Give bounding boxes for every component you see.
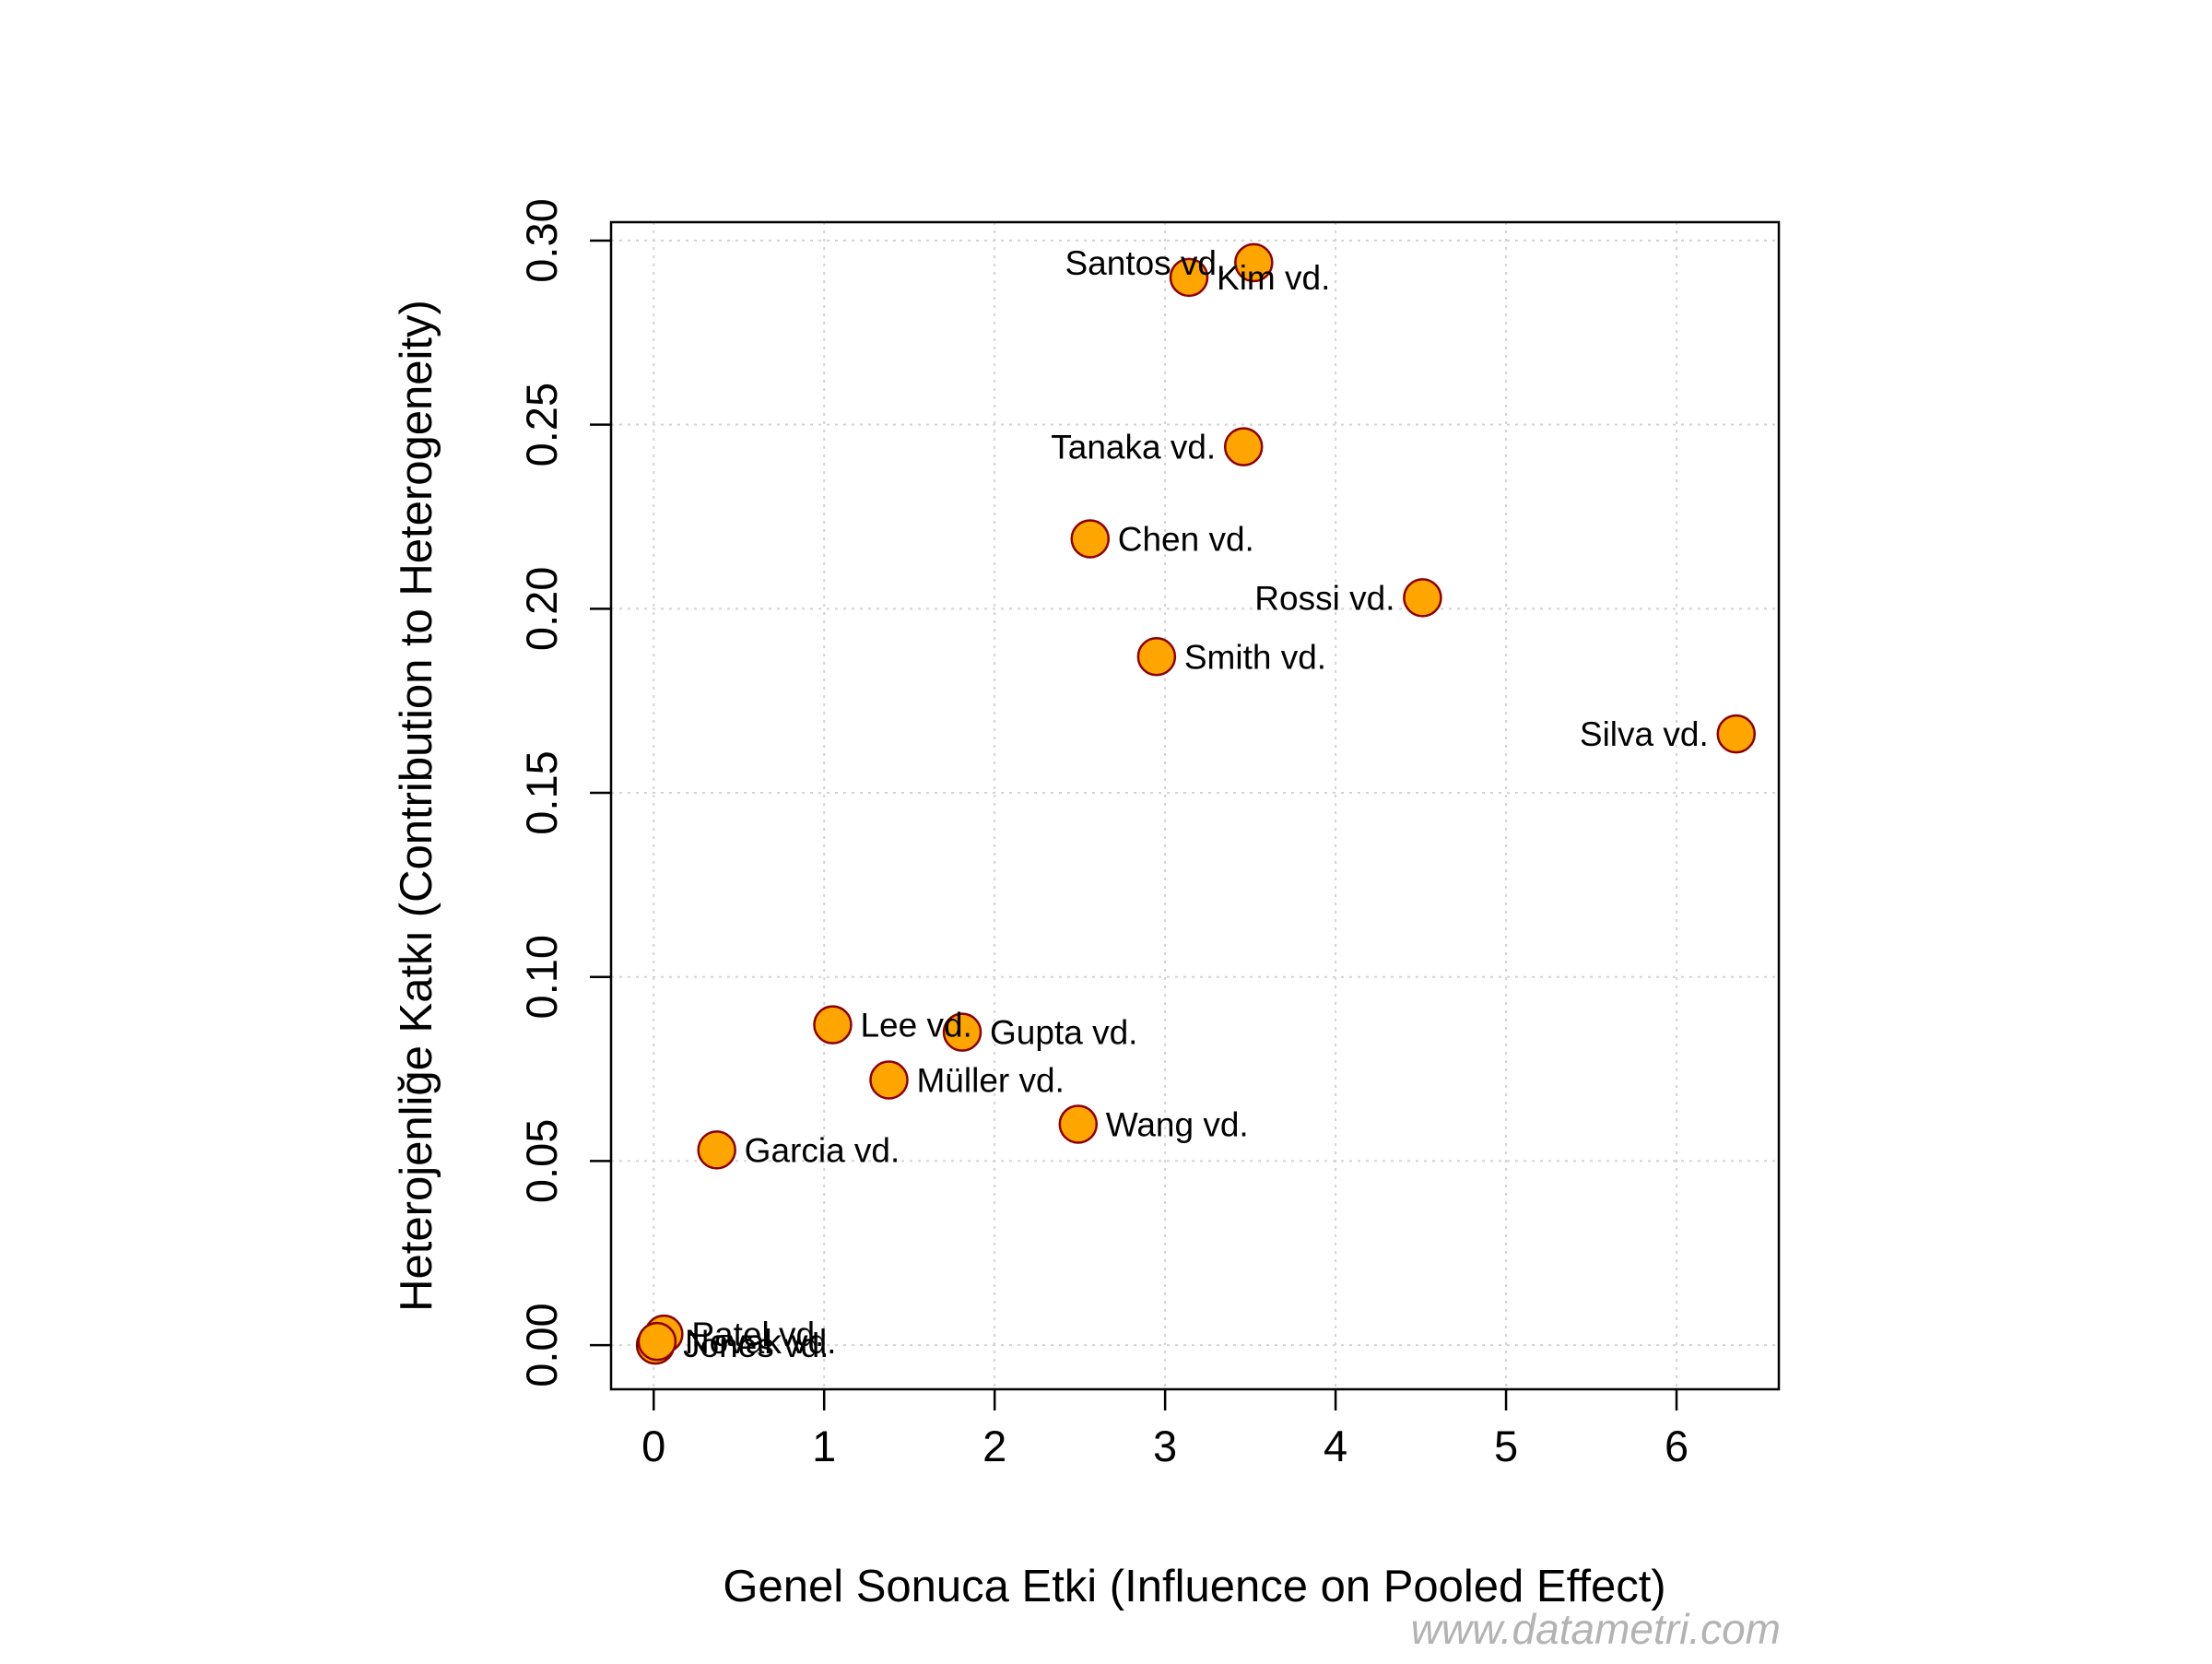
point-label: Rossi vd.: [1254, 579, 1394, 617]
data-point: [869, 1060, 909, 1100]
data-point: [697, 1130, 736, 1170]
data-point: [637, 1321, 677, 1362]
data-point: [1169, 257, 1209, 298]
point-labels: Santos vd.Kim vd. Tanaka vd. Chen vd.Rossi…: [683, 244, 1709, 1364]
plot-frame: [609, 220, 1781, 1391]
point-label: Lee vd.: [860, 1007, 971, 1044]
x-tick-label: 4: [1324, 1422, 1347, 1470]
x-tick-label: 3: [1153, 1422, 1177, 1470]
x-axis-title: Genel Sonuca Etki (Influence on Pooled E…: [723, 1562, 1665, 1611]
data-point: [1716, 714, 1757, 754]
point-label: Wang vd.: [1106, 1105, 1249, 1143]
y-tick-label: 0.10: [517, 935, 566, 1019]
point-label: Garcia vd.: [745, 1131, 900, 1169]
point-label: Gupta vd.: [990, 1014, 1137, 1052]
point-label: Müller vd.: [916, 1062, 1064, 1100]
y-tick-label: 0.00: [517, 1303, 566, 1387]
x-tick-label: 6: [1665, 1422, 1688, 1470]
point-label: Patel vd.: [691, 1316, 824, 1353]
point-label: Silva vd.: [1580, 715, 1709, 753]
grid-lines: [611, 222, 1779, 1389]
data-point: [1234, 242, 1274, 283]
data-point: [1058, 1104, 1099, 1144]
y-tick-label: 0.05: [517, 1119, 566, 1203]
point-label: Novak vd.: [685, 1323, 837, 1361]
point-label: Jones vd.: [683, 1327, 829, 1364]
y-tick-label: 0.30: [517, 198, 566, 282]
x-tick-label: 5: [1494, 1422, 1518, 1470]
data-point: [1136, 637, 1177, 677]
data-point: [1403, 578, 1442, 618]
y-tick-label: 0.20: [517, 567, 566, 651]
data-point: [813, 1005, 853, 1044]
y-axis-title: Heterojenliğe Katkı (Contribution to Het…: [392, 300, 441, 1312]
data-point: [1070, 519, 1110, 559]
y-tick-label: 0.15: [517, 750, 566, 834]
data-point: [1223, 427, 1264, 466]
x-tick-label: 1: [812, 1422, 836, 1470]
data-points: [635, 242, 1757, 1365]
point-label: Kim vd.: [1217, 259, 1330, 297]
point-label: Chen vd.: [1118, 520, 1254, 558]
point-label: Smith vd.: [1184, 638, 1326, 676]
axis-ticks: 0 1 2 3 4 5 6 0.00 0.05 0.10 0.15 0.20 0.25 0.30: [517, 198, 1688, 1470]
x-tick-label: 0: [641, 1422, 665, 1470]
point-label: Tanaka vd.: [1051, 429, 1216, 466]
point-label: Santos vd.: [1065, 244, 1226, 282]
x-tick-label: 2: [982, 1422, 1006, 1470]
data-point: [942, 1012, 982, 1052]
watermark: www.datametri.com: [1410, 1605, 1781, 1653]
y-tick-label: 0.25: [517, 383, 566, 466]
